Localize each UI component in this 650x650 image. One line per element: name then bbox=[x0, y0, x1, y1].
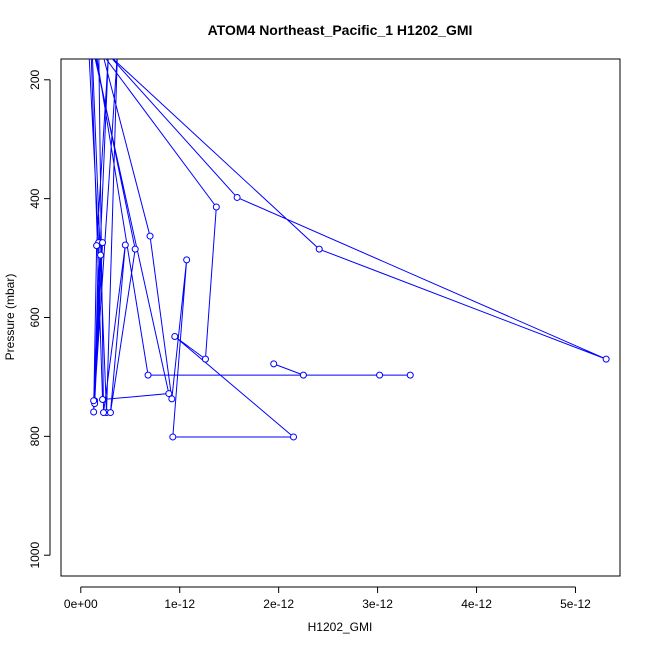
data-point bbox=[290, 433, 298, 441]
data-point bbox=[171, 333, 179, 341]
data-point bbox=[105, 50, 111, 56]
data-point bbox=[602, 355, 610, 363]
plot-frame bbox=[60, 58, 621, 577]
data-point bbox=[270, 360, 278, 368]
data-point bbox=[233, 193, 241, 201]
data-point bbox=[121, 241, 129, 249]
data-point bbox=[90, 397, 98, 405]
x-axis-label: H1202_GMI bbox=[308, 620, 373, 634]
data-point bbox=[97, 251, 105, 259]
data-point bbox=[315, 245, 323, 253]
x-tick-label: 4e-12 bbox=[461, 597, 492, 611]
data-point bbox=[168, 395, 176, 403]
data-point bbox=[96, 35, 102, 41]
plot-area bbox=[85, 35, 610, 441]
data-point bbox=[114, 50, 120, 56]
series-line bbox=[88, 59, 607, 438]
data-point bbox=[165, 390, 173, 398]
x-tick-label: 1e-12 bbox=[164, 597, 195, 611]
data-point bbox=[88, 35, 94, 41]
y-tick-label: 1000 bbox=[28, 542, 42, 569]
data-point bbox=[299, 371, 307, 379]
y-tick-label: 200 bbox=[28, 69, 42, 89]
chart-title: ATOM4 Northeast_Pacific_1 H1202_GMI bbox=[208, 22, 473, 38]
data-point bbox=[89, 35, 95, 41]
data-point bbox=[106, 409, 114, 417]
x-axis: 0e+00 1e-12 2e-12 3e-12 4e-12 5e-12 bbox=[64, 586, 591, 611]
data-point bbox=[144, 371, 152, 379]
data-point bbox=[406, 371, 414, 379]
data-point bbox=[99, 239, 107, 247]
x-tick-label: 2e-12 bbox=[263, 597, 294, 611]
x-tick-label: 0e+00 bbox=[64, 597, 98, 611]
y-axis-label: Pressure (mbar) bbox=[3, 274, 17, 361]
data-point bbox=[99, 396, 107, 404]
data-point bbox=[90, 408, 98, 416]
data-point bbox=[376, 371, 384, 379]
data-point bbox=[131, 245, 139, 253]
data-point bbox=[85, 35, 91, 41]
data-point bbox=[201, 355, 209, 363]
data-point bbox=[146, 232, 154, 240]
y-tick-label: 800 bbox=[28, 426, 42, 446]
data-point bbox=[183, 256, 191, 264]
x-tick-label: 3e-12 bbox=[362, 597, 393, 611]
data-point bbox=[91, 35, 97, 41]
data-point bbox=[169, 433, 177, 441]
data-point bbox=[212, 203, 220, 211]
data-point bbox=[93, 242, 101, 250]
data-point bbox=[100, 409, 108, 417]
series-points bbox=[85, 35, 610, 441]
x-tick-label: 5e-12 bbox=[560, 597, 591, 611]
y-axis: 200 400 600 800 1000 bbox=[28, 69, 51, 569]
y-tick-label: 600 bbox=[28, 307, 42, 327]
data-point bbox=[88, 35, 94, 41]
y-tick-label: 400 bbox=[28, 188, 42, 208]
